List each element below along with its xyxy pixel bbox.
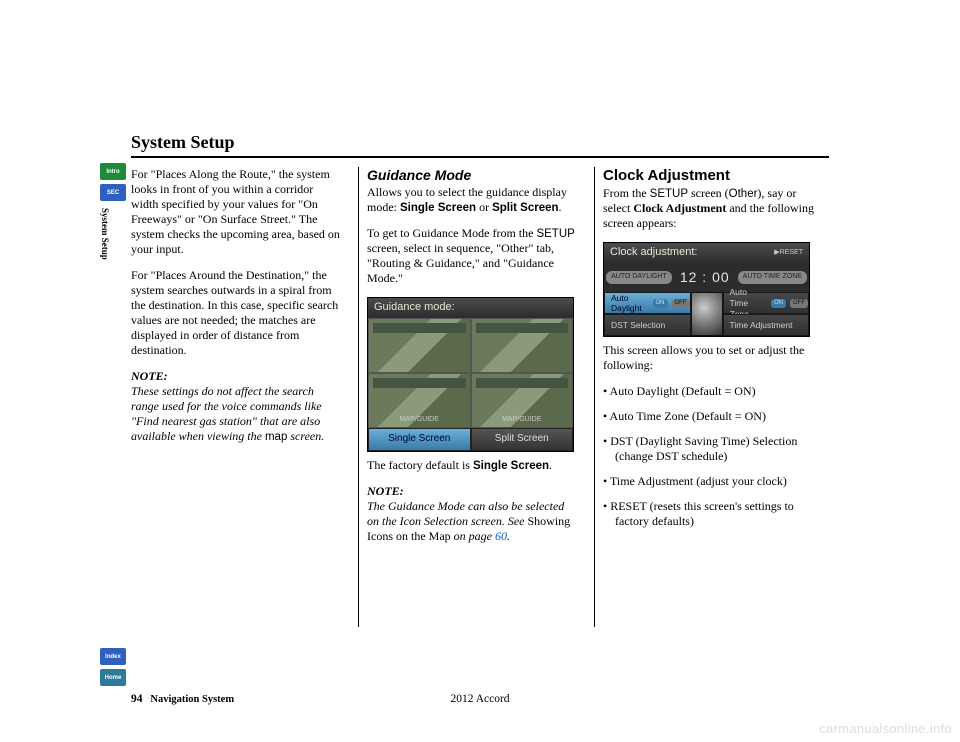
split-screen-button[interactable]: Split Screen xyxy=(471,428,574,451)
col-2: Guidance Mode Allows you to select the g… xyxy=(367,167,590,657)
auto-timezone-button[interactable]: Auto Time Zone ONOFF xyxy=(723,292,810,314)
list-item: Time Adjustment (adjust your clock) xyxy=(603,474,814,489)
side-tabs-top: Intro SEC System Setup xyxy=(100,163,126,260)
list-item: Auto Daylight (Default = ON) xyxy=(603,384,814,399)
note-label: NOTE: xyxy=(131,369,168,383)
clock-grid: Auto Daylight ONOFF Auto Time Zone ONOFF… xyxy=(604,292,809,336)
col3-p1: From the SETUP screen (Other), say or se… xyxy=(603,186,814,231)
col-3: Clock Adjustment From the SETUP screen (… xyxy=(603,167,826,657)
clock-time: 12 : 00 xyxy=(680,269,730,287)
single-screen-button[interactable]: Single Screen xyxy=(368,428,471,451)
time-adjustment-button[interactable]: Time Adjustment xyxy=(723,314,810,336)
col2-heading: Guidance Mode xyxy=(367,167,578,185)
shot-footer: Single Screen Split Screen xyxy=(368,428,573,451)
content: For "Places Along the Route," the system… xyxy=(131,167,831,657)
tab-sec[interactable]: SEC xyxy=(100,184,126,201)
col3-p2: This screen allows you to set or adjust … xyxy=(603,343,814,373)
model-label: 2012 Accord xyxy=(0,693,960,705)
clock-row1: AUTO DAYLIGHT 12 : 00 AUTO TIME ZONE xyxy=(604,263,809,293)
col3-bullets: Auto Daylight (Default = ON) Auto Time Z… xyxy=(603,384,814,529)
col2-p2: To get to Guidance Mode from the SETUP s… xyxy=(367,226,578,286)
tab-intro[interactable]: Intro xyxy=(100,163,126,180)
tab-home[interactable]: Home xyxy=(100,669,126,686)
clock-screenshot: Clock adjustment: ▶RESET AUTO DAYLIGHT 1… xyxy=(603,242,810,337)
col-separator-2 xyxy=(594,167,595,627)
clock-body: AUTO DAYLIGHT 12 : 00 AUTO TIME ZONE Aut… xyxy=(604,263,809,337)
side-vertical-label: System Setup xyxy=(100,205,110,260)
list-item: Auto Time Zone (Default = ON) xyxy=(603,409,814,424)
thumb-4: MAP/GUIDE xyxy=(471,373,574,428)
col2-p1: Allows you to select the guidance displa… xyxy=(367,185,578,215)
col2-caption: The factory default is Single Screen. xyxy=(367,458,578,473)
dst-selection-button[interactable]: DST Selection xyxy=(604,314,691,336)
auto-timezone-pill: AUTO TIME ZONE xyxy=(738,271,807,284)
guidance-screenshot: Guidance mode: MAP/GUIDE MAP/GUIDE Singl… xyxy=(367,297,574,451)
col-separator-1 xyxy=(358,167,359,627)
page-title: System Setup xyxy=(131,132,235,153)
col1-note: NOTE: These settings do not affect the s… xyxy=(131,369,342,444)
thumb-3: MAP/GUIDE xyxy=(368,373,471,428)
col1-p1: For "Places Along the Route," the system… xyxy=(131,167,342,257)
col-1: For "Places Along the Route," the system… xyxy=(131,167,354,657)
knob-icon xyxy=(691,292,723,336)
clock-shot-title: Clock adjustment: xyxy=(610,246,697,260)
watermark: carmanualsonline.info xyxy=(819,721,952,736)
col3-heading: Clock Adjustment xyxy=(603,167,814,186)
auto-daylight-pill: AUTO DAYLIGHT xyxy=(606,271,672,284)
thumb-1 xyxy=(368,318,471,373)
shot-title: Guidance mode: xyxy=(374,301,455,315)
title-underline xyxy=(131,156,829,158)
auto-daylight-button[interactable]: Auto Daylight ONOFF xyxy=(604,292,691,314)
col1-p2: For "Places Around the Destination," the… xyxy=(131,268,342,358)
reset-label[interactable]: ▶RESET xyxy=(774,249,803,258)
list-item: DST (Daylight Saving Time) Selection (ch… xyxy=(603,434,814,464)
side-tabs-bottom: Index Home xyxy=(100,648,126,690)
clock-shot-header: Clock adjustment: ▶RESET xyxy=(604,243,809,263)
thumb-2 xyxy=(471,318,574,373)
shot-body: MAP/GUIDE MAP/GUIDE Single Screen Split … xyxy=(368,318,573,451)
note-body: These settings do not affect the search … xyxy=(131,384,324,443)
note-body: The Guidance Mode can also be selected o… xyxy=(367,499,570,543)
note-label: NOTE: xyxy=(367,484,404,498)
list-item: RESET (resets this screen's settings to … xyxy=(603,499,814,529)
col2-note: NOTE: The Guidance Mode can also be sele… xyxy=(367,484,578,544)
tab-index[interactable]: Index xyxy=(100,648,126,665)
shot-header: Guidance mode: xyxy=(368,298,573,318)
